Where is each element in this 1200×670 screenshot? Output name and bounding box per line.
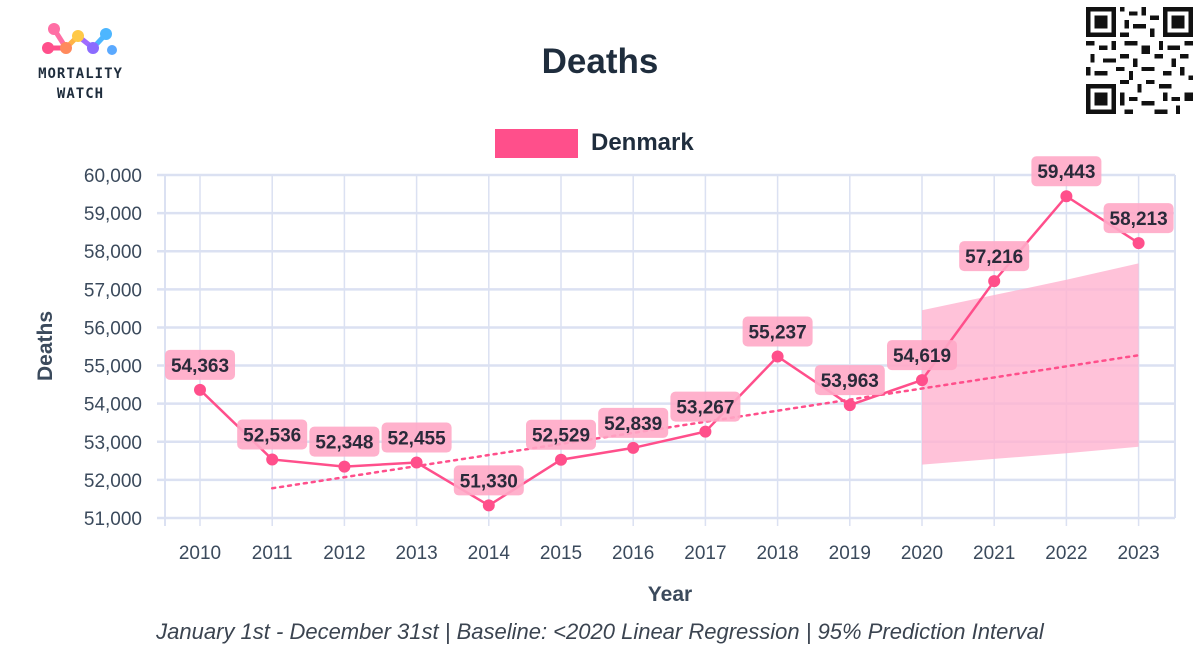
data-label: 59,443 <box>1031 156 1102 187</box>
data-point[interactable] <box>555 453 567 466</box>
data-label-bg <box>742 316 813 347</box>
data-point[interactable] <box>988 275 1001 288</box>
x-tick-label: 2015 <box>540 543 582 564</box>
data-label: 51,330 <box>453 465 524 496</box>
data-label-bg <box>670 391 741 422</box>
y-tick-label: 54,000 <box>84 395 142 416</box>
data-label: 52,529 <box>526 419 596 450</box>
data-label-text: 58,213 <box>1110 209 1168 230</box>
x-tick-label: 2022 <box>1045 543 1087 564</box>
data-label-bg <box>598 407 669 438</box>
prediction-interval-band <box>922 263 1139 465</box>
y-tick-label: 52,000 <box>84 471 142 492</box>
prediction-interval <box>922 263 1139 465</box>
data-point[interactable] <box>338 460 351 473</box>
x-tick-label: 2012 <box>323 543 365 564</box>
data-label-text: 52,348 <box>315 433 373 454</box>
y-tick-label: 51,000 <box>84 509 142 530</box>
data-label-text: 52,536 <box>243 425 301 446</box>
logo-molecule-icon <box>42 23 117 55</box>
data-label: 53,963 <box>814 365 885 396</box>
data-label: 52,455 <box>381 422 452 453</box>
data-point[interactable] <box>194 383 206 396</box>
y-axis-title: Deaths <box>34 311 57 381</box>
data-label-bg <box>526 419 596 450</box>
y-tick-label: 55,000 <box>84 357 142 378</box>
chart-caption: January 1st - December 31st | Baseline: … <box>156 619 1044 644</box>
data-point[interactable] <box>482 499 495 512</box>
data-label: 58,213 <box>1103 203 1174 234</box>
data-label-text: 57,216 <box>965 247 1023 268</box>
series-line <box>199 194 1140 507</box>
data-label-bg <box>1031 156 1102 187</box>
data-label-bg <box>887 340 957 371</box>
x-tick-label: 2019 <box>829 543 871 564</box>
data-point[interactable] <box>771 350 784 363</box>
y-tick-label: 57,000 <box>84 280 142 301</box>
data-label: 54,619 <box>887 340 957 371</box>
data-label: 57,216 <box>959 241 1030 272</box>
data-label-text: 53,963 <box>821 371 879 392</box>
x-tick-label: 2014 <box>468 543 511 564</box>
x-axis-title: Year <box>648 583 692 606</box>
data-point[interactable] <box>843 399 856 412</box>
logo-text-line1: MORTALITY <box>38 66 123 82</box>
mortality-watch-logo: MORTALITY WATCH <box>18 18 143 108</box>
data-point[interactable] <box>410 456 423 469</box>
y-tick-label: 58,000 <box>84 242 142 263</box>
data-label: 52,536 <box>237 419 308 450</box>
data-label-text: 55,237 <box>749 323 807 344</box>
data-label-text: 59,443 <box>1037 162 1095 183</box>
y-tick-label: 59,000 <box>84 204 142 225</box>
data-label-bg <box>237 419 308 450</box>
data-label: 52,348 <box>309 426 380 457</box>
chart-legend: Denmark <box>495 128 694 158</box>
data-labels: 54,363 52,536 52,348 52,455 51,330 52,529 52,8… <box>165 156 1174 496</box>
logo-text-line2: WATCH <box>56 86 105 102</box>
x-tick-label: 2021 <box>973 543 1015 564</box>
x-tick-label: 2020 <box>901 543 943 564</box>
legend-swatch-denmark[interactable] <box>495 128 578 158</box>
data-label-bg <box>309 426 380 457</box>
x-tick-label: 2018 <box>756 543 798 564</box>
data-point[interactable] <box>266 453 279 466</box>
data-point[interactable] <box>916 374 928 387</box>
y-tick-label: 53,000 <box>84 433 142 454</box>
data-label-text: 53,267 <box>676 398 734 419</box>
x-tick-label: 2023 <box>1117 543 1159 564</box>
legend-label-denmark[interactable]: Denmark <box>591 129 694 156</box>
data-label-text: 54,619 <box>893 346 951 367</box>
x-tick-label: 2010 <box>179 543 221 564</box>
chart-title: Deaths <box>541 42 659 81</box>
x-tick-label: 2016 <box>612 543 654 564</box>
x-tick-label: 2011 <box>252 543 293 564</box>
data-point[interactable] <box>1132 237 1145 250</box>
data-label-text: 51,330 <box>460 471 518 492</box>
data-point[interactable] <box>1060 190 1073 203</box>
data-label-text: 52,455 <box>388 429 447 450</box>
data-label: 55,237 <box>742 316 813 347</box>
qr-code-icon[interactable] <box>1086 7 1193 114</box>
data-label-bg <box>165 349 235 380</box>
data-label-text: 52,529 <box>532 426 590 447</box>
x-tick-label: 2017 <box>684 543 726 564</box>
data-label-bg <box>959 241 1030 272</box>
data-label-bg <box>453 465 524 496</box>
data-point[interactable] <box>627 441 640 454</box>
y-tick-label: 56,000 <box>84 318 142 339</box>
data-label-bg <box>381 422 452 453</box>
data-label-bg <box>814 365 885 396</box>
data-label: 54,363 <box>165 349 235 380</box>
data-label: 53,267 <box>670 391 741 422</box>
data-label-text: 52,839 <box>604 414 662 435</box>
y-tick-label: 60,000 <box>84 166 142 187</box>
axes: 51,000 52,000 53,000 54,000 55,000 56,000 57,0… <box>84 166 1160 564</box>
series-denmark <box>194 190 1145 512</box>
data-label: 52,839 <box>598 407 669 438</box>
data-label-bg <box>1103 203 1174 234</box>
data-point[interactable] <box>699 425 712 438</box>
data-label-text: 54,363 <box>171 356 229 377</box>
x-tick-label: 2013 <box>395 543 437 564</box>
